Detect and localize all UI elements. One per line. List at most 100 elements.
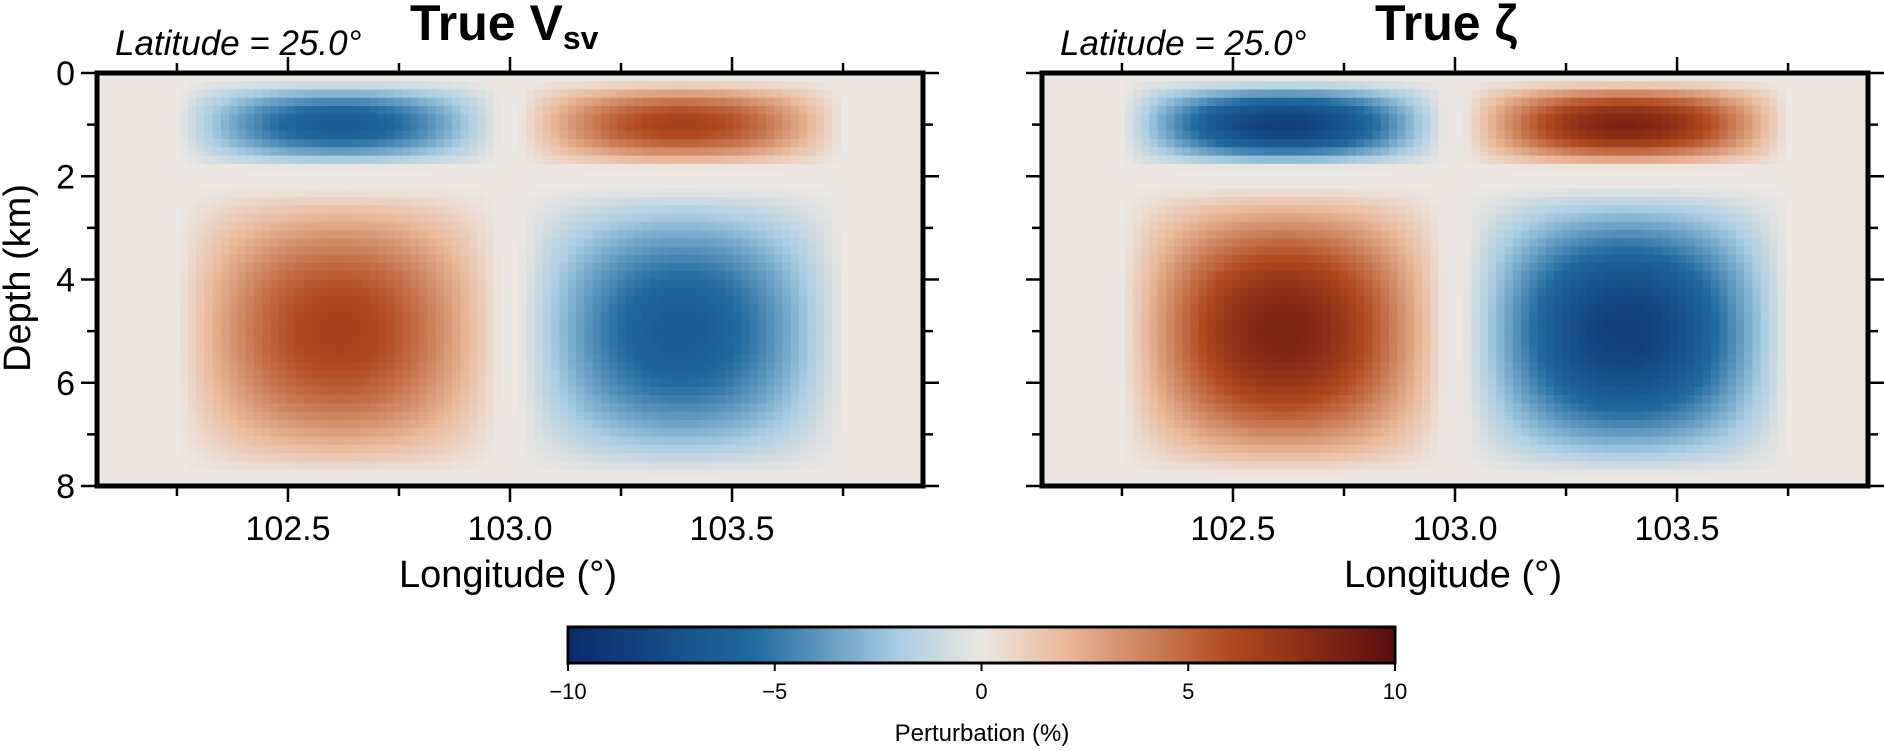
heatmap-cell	[724, 97, 734, 107]
heatmap-cell	[361, 279, 371, 289]
heatmap-cell	[526, 246, 536, 256]
heatmap-cell	[757, 229, 767, 239]
heatmap-cell	[336, 262, 346, 272]
heatmap-cell	[716, 312, 726, 322]
heatmap-cell	[270, 452, 280, 462]
heatmap-cell	[204, 254, 214, 264]
heatmap-cell	[377, 436, 387, 446]
heatmap-cell	[220, 205, 230, 215]
heatmap-cell	[377, 221, 387, 231]
heatmap-cell	[311, 452, 321, 462]
heatmap-cell	[295, 428, 305, 438]
heatmap-cell	[1694, 205, 1704, 215]
heatmap-cell	[559, 155, 569, 165]
heatmap-cell	[1777, 155, 1786, 165]
heatmap-cell	[708, 130, 718, 140]
heatmap-cell	[658, 106, 668, 115]
heatmap-cell	[1372, 229, 1382, 239]
heatmap-cell	[1545, 221, 1555, 231]
heatmap-cell	[1339, 188, 1349, 198]
heatmap-cell	[262, 419, 272, 429]
heatmap-cell	[220, 89, 230, 99]
heatmap-cell	[179, 97, 189, 107]
heatmap-cell	[1198, 163, 1208, 173]
heatmap-cell	[799, 444, 808, 454]
heatmap-cell	[253, 271, 263, 281]
heatmap-cell	[1215, 147, 1225, 157]
heatmap-cell	[468, 155, 478, 165]
heatmap-cell	[691, 386, 701, 396]
heatmap-cell	[766, 386, 775, 396]
heatmap-cell	[807, 97, 817, 107]
heatmap-cell	[237, 436, 247, 446]
heatmap-cell	[683, 304, 693, 314]
heatmap-cell	[229, 378, 239, 388]
heatmap-cell	[278, 469, 288, 479]
heatmap-cell	[766, 428, 775, 438]
heatmap-cell	[592, 97, 602, 107]
heatmap-cell	[1438, 106, 1448, 115]
heatmap-cell	[1562, 147, 1572, 157]
heatmap-cell	[476, 386, 486, 396]
heatmap-cell	[204, 81, 214, 91]
heatmap-cell	[402, 139, 412, 148]
heatmap-cell	[237, 312, 247, 322]
heatmap-cell	[584, 279, 594, 289]
heatmap-cell	[691, 320, 701, 330]
heatmap-cell	[344, 428, 354, 438]
heatmap-cell	[1694, 97, 1704, 107]
heatmap-cell	[1686, 147, 1696, 157]
heatmap-cell	[443, 213, 453, 223]
heatmap-cell	[832, 213, 841, 223]
heatmap-cell	[757, 320, 767, 330]
heatmap-cell	[1521, 221, 1530, 231]
heatmap-cell	[344, 444, 354, 454]
heatmap-cell	[1124, 238, 1134, 248]
heatmap-cell	[237, 130, 247, 140]
heatmap-cell	[377, 205, 387, 215]
heatmap-cell	[353, 428, 362, 438]
heatmap-cell	[691, 229, 701, 239]
heatmap-cell	[1405, 196, 1415, 206]
heatmap-cell	[1314, 246, 1324, 256]
heatmap-cell	[262, 304, 272, 314]
heatmap-cell	[1223, 147, 1233, 157]
heatmap-cell	[361, 444, 371, 454]
heatmap-cell	[1661, 81, 1671, 91]
heatmap-cell	[286, 114, 296, 124]
heatmap-cell	[1281, 122, 1291, 132]
heatmap-cell	[675, 122, 685, 132]
heatmap-cell	[716, 345, 726, 355]
heatmap-cell	[394, 461, 404, 471]
heatmap-cell	[1587, 122, 1597, 132]
heatmap-cell	[1521, 163, 1530, 173]
heatmap-cell	[741, 155, 751, 165]
heatmap-cell	[815, 89, 825, 99]
heatmap-cell	[642, 106, 652, 115]
heatmap-cell	[328, 221, 338, 231]
heatmap-cell	[1562, 130, 1572, 140]
heatmap-cell	[286, 271, 296, 281]
heatmap-cell	[559, 81, 569, 91]
heatmap-cell	[460, 254, 470, 264]
heatmap-cell	[592, 147, 602, 157]
heatmap-cell	[592, 205, 602, 215]
heatmap-cell	[460, 106, 470, 115]
heatmap-cell	[683, 205, 693, 215]
heatmap-cell	[1248, 196, 1258, 206]
heatmap-cell	[1768, 114, 1778, 124]
heatmap-cell	[336, 114, 346, 124]
heatmap-cell	[328, 246, 338, 256]
heatmap-cell	[220, 411, 230, 421]
heatmap-cell	[187, 395, 197, 404]
heatmap-cell	[353, 205, 362, 215]
heatmap-cell	[708, 304, 718, 314]
heatmap-cell	[1265, 221, 1274, 231]
heatmap-cell	[658, 312, 668, 322]
heatmap-cell	[1165, 139, 1175, 148]
heatmap-cell	[642, 362, 652, 371]
heatmap-cell	[766, 139, 775, 148]
heatmap-cell	[551, 155, 561, 165]
heatmap-cell	[336, 353, 346, 363]
heatmap-cell	[262, 254, 272, 264]
